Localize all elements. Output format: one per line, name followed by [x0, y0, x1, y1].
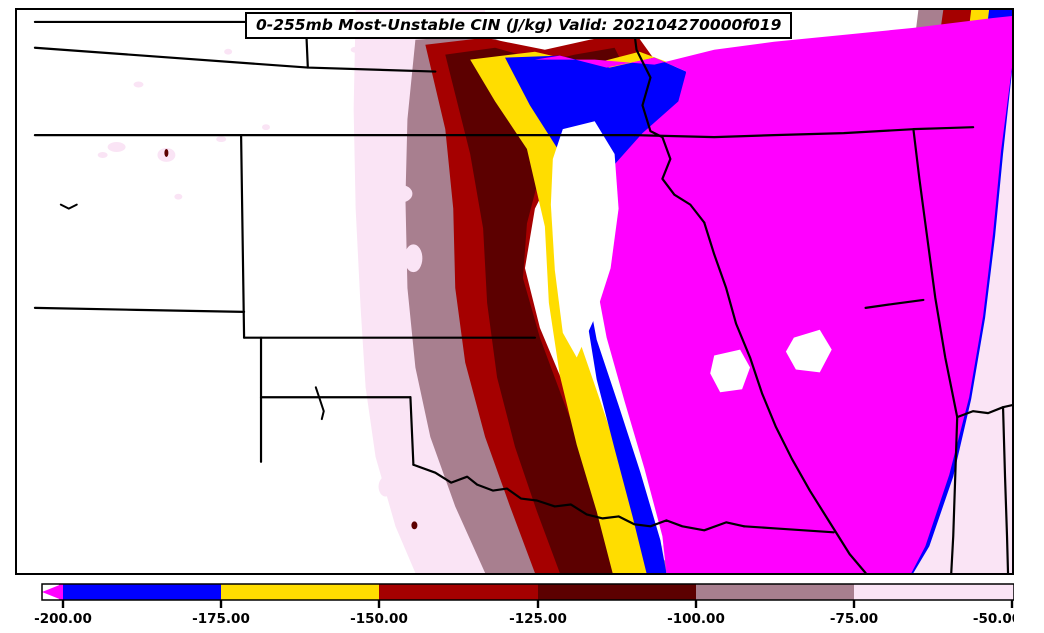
colorbar-ticks: [61, 600, 1014, 608]
colorbar-tick-label-4: -100.00: [667, 611, 725, 627]
map-canvas: [17, 10, 1012, 573]
dark-speckle: [164, 149, 418, 530]
colorbar-tick-label-1: -175.00: [192, 611, 250, 627]
state-boundary-lines: [33, 16, 1012, 573]
hole-white-central: [550, 121, 619, 358]
colorbar-svg: -200.00 -175.00 -150.00 -125.00 -100.00 …: [34, 583, 1014, 627]
colorbar-outline: [41, 583, 1014, 601]
colorbar-band-dark-maroon: [538, 584, 696, 600]
colorbar: -200.00 -175.00 -150.00 -125.00 -100.00 …: [15, 578, 1014, 633]
band-magenta-core: [534, 15, 1012, 573]
colorbar-tick-label-0: -200.00: [34, 611, 92, 627]
colorbar-extend-min-tip: [42, 586, 62, 598]
colorbar-band-yellow: [221, 584, 379, 600]
colorbar-band-magenta: [59, 584, 63, 600]
map-title-box: 0-255mb Most-Unstable CIN (J/kg) Valid: …: [245, 12, 793, 40]
colorbar-tick-label-3: -125.00: [509, 611, 567, 627]
colorbar-band-mauve: [696, 584, 854, 600]
hole-white-se: [710, 349, 751, 393]
colorbar-band-crimson: [379, 584, 538, 600]
map-title-text: 0-255mb Most-Unstable CIN (J/kg) Valid: …: [256, 16, 782, 34]
colorbar-band-blue: [63, 584, 221, 600]
colorbar-tick-label-5: -75.00: [830, 611, 878, 627]
contour-fill-layer: [17, 10, 1012, 573]
map-frame: [15, 8, 1014, 575]
colorbar-band-light-pink: [854, 584, 1014, 600]
colorbar-tick-label-2: -150.00: [350, 611, 408, 627]
hole-white-right: [785, 329, 832, 373]
band-dark-maroon-1: [445, 47, 627, 573]
colorbar-tick-label-6: -50.00: [973, 611, 1014, 627]
